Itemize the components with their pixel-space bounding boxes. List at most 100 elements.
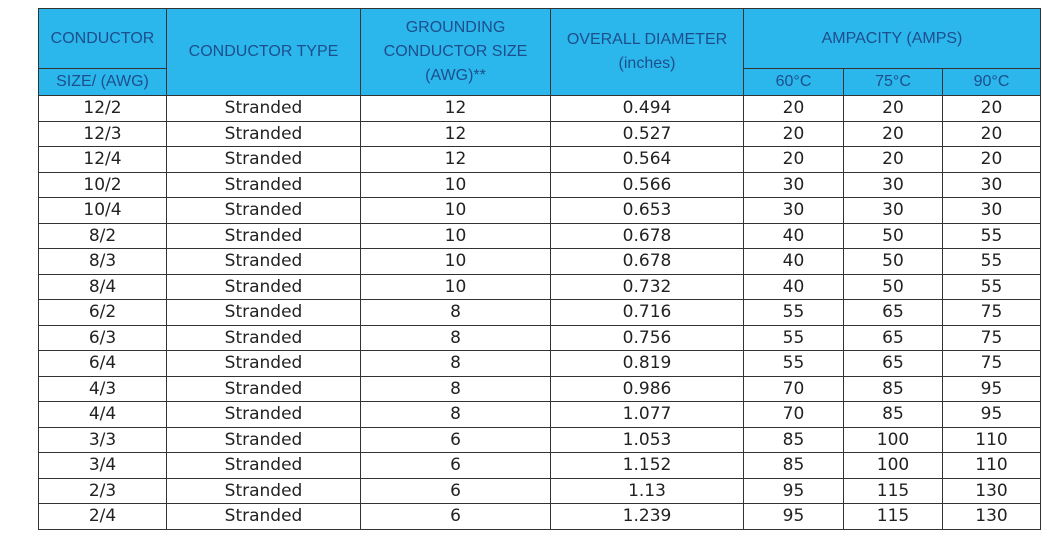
table-cell: 12/2 — [38, 95, 167, 122]
table-cell: 0.716 — [550, 299, 744, 326]
table-cell: Stranded — [166, 197, 361, 224]
table-cell: Stranded — [166, 146, 361, 173]
table-cell: 20 — [942, 146, 1041, 173]
table-cell: 4/3 — [38, 375, 167, 402]
header-cell: CONDUCTOR — [38, 8, 167, 69]
table-cell: 30 — [942, 197, 1041, 224]
table-cell: 6/3 — [38, 324, 167, 351]
header-row: SIZE/ (AWG) 60°C 75°C 90°C — [38, 68, 1041, 96]
table-cell: 50 — [843, 248, 943, 275]
table-row: 6/3 Stranded 8 0.756 55 65 75 — [38, 324, 1041, 351]
table-cell: 30 — [743, 171, 844, 198]
table-cell: 70 — [743, 375, 844, 402]
table-row: 6/4 Stranded 8 0.819 55 65 75 — [38, 350, 1041, 377]
table-cell: Stranded — [166, 171, 361, 198]
table-cell: 0.564 — [550, 146, 744, 173]
header-cell: SIZE/ (AWG) — [38, 68, 167, 96]
table-cell: 30 — [942, 171, 1041, 198]
table-cell: 10 — [360, 222, 551, 249]
table-cell: 55 — [942, 248, 1041, 275]
table-cell: Stranded — [166, 248, 361, 275]
table-cell: Stranded — [166, 477, 361, 504]
table-cell: 6 — [360, 503, 551, 530]
table-cell: 110 — [942, 452, 1041, 479]
table-cell: 30 — [743, 197, 844, 224]
table-cell: 0.527 — [550, 120, 744, 147]
table-cell: 0.756 — [550, 324, 744, 351]
table-row: 2/4 Stranded 6 1.239 95 115 130 — [38, 503, 1041, 530]
header-cell: OVERALL DIAMETER (inches) — [550, 8, 744, 96]
table-cell: 8 — [360, 401, 551, 428]
table-row: 4/4 Stranded 8 1.077 70 85 95 — [38, 401, 1041, 428]
table-cell: 20 — [843, 120, 943, 147]
table-cell: 10 — [360, 171, 551, 198]
ampacity-table: CONDUCTOR CONDUCTOR TYPE GROUNDING CONDU… — [38, 8, 1041, 530]
table-cell: Stranded — [166, 426, 361, 453]
table-row: 10/4 Stranded 10 0.653 30 30 30 — [38, 197, 1041, 224]
table-cell: 8 — [360, 299, 551, 326]
table-cell: 40 — [743, 222, 844, 249]
table-cell: 65 — [843, 324, 943, 351]
table-cell: 40 — [743, 273, 844, 300]
table-cell: 70 — [743, 401, 844, 428]
table-cell: 20 — [942, 95, 1041, 122]
table-cell: 1.053 — [550, 426, 744, 453]
table-row: 6/2 Stranded 8 0.716 55 65 75 — [38, 299, 1041, 326]
table-row: 4/3 Stranded 8 0.986 70 85 95 — [38, 375, 1041, 402]
table-cell: 55 — [743, 350, 844, 377]
table-cell: 0.494 — [550, 95, 744, 122]
header-cell: CONDUCTOR TYPE — [166, 8, 361, 96]
table-cell: 95 — [743, 503, 844, 530]
table-cell: 100 — [843, 426, 943, 453]
table-cell: 85 — [743, 452, 844, 479]
table-cell: 1.077 — [550, 401, 744, 428]
table-cell: Stranded — [166, 503, 361, 530]
table-cell: 55 — [743, 324, 844, 351]
table-cell: 95 — [942, 401, 1041, 428]
table-cell: 110 — [942, 426, 1041, 453]
header-cell: 90°C — [942, 68, 1041, 96]
header-row: CONDUCTOR CONDUCTOR TYPE GROUNDING CONDU… — [38, 8, 1041, 96]
table-cell: 20 — [743, 146, 844, 173]
table-row: 8/3 Stranded 10 0.678 40 50 55 — [38, 248, 1041, 275]
table-cell: 130 — [942, 503, 1041, 530]
table-cell: 3/3 — [38, 426, 167, 453]
table-cell: 8 — [360, 375, 551, 402]
table-cell: 95 — [743, 477, 844, 504]
table-row: 12/3 Stranded 12 0.527 20 20 20 — [38, 120, 1041, 147]
table-cell: 20 — [942, 120, 1041, 147]
table-cell: 8 — [360, 350, 551, 377]
table-row: 8/4 Stranded 10 0.732 40 50 55 — [38, 273, 1041, 300]
table-cell: 55 — [942, 222, 1041, 249]
table-cell: 6 — [360, 426, 551, 453]
table-cell: 6/2 — [38, 299, 167, 326]
header-cell: 75°C — [843, 68, 943, 96]
table-cell: 12 — [360, 120, 551, 147]
table-cell: Stranded — [166, 120, 361, 147]
table-cell: 65 — [843, 299, 943, 326]
table-cell: Stranded — [166, 350, 361, 377]
table-cell: 115 — [843, 503, 943, 530]
table-cell: 6 — [360, 477, 551, 504]
table-cell: 8/3 — [38, 248, 167, 275]
table-cell: 85 — [843, 401, 943, 428]
table-cell: 50 — [843, 222, 943, 249]
table-cell: 50 — [843, 273, 943, 300]
table-cell: 10 — [360, 273, 551, 300]
table-cell: 100 — [843, 452, 943, 479]
table-cell: 55 — [942, 273, 1041, 300]
table-cell: 8/4 — [38, 273, 167, 300]
table-cell: Stranded — [166, 452, 361, 479]
table-cell: 85 — [743, 426, 844, 453]
table-cell: 20 — [843, 95, 943, 122]
table-cell: Stranded — [166, 273, 361, 300]
table-cell: 1.13 — [550, 477, 744, 504]
table-cell: 8 — [360, 324, 551, 351]
table-cell: 2/3 — [38, 477, 167, 504]
table-cell: Stranded — [166, 299, 361, 326]
table-cell: 0.732 — [550, 273, 744, 300]
table-cell: Stranded — [166, 375, 361, 402]
table-cell: 12/3 — [38, 120, 167, 147]
table-cell: 115 — [843, 477, 943, 504]
table-cell: 30 — [843, 197, 943, 224]
